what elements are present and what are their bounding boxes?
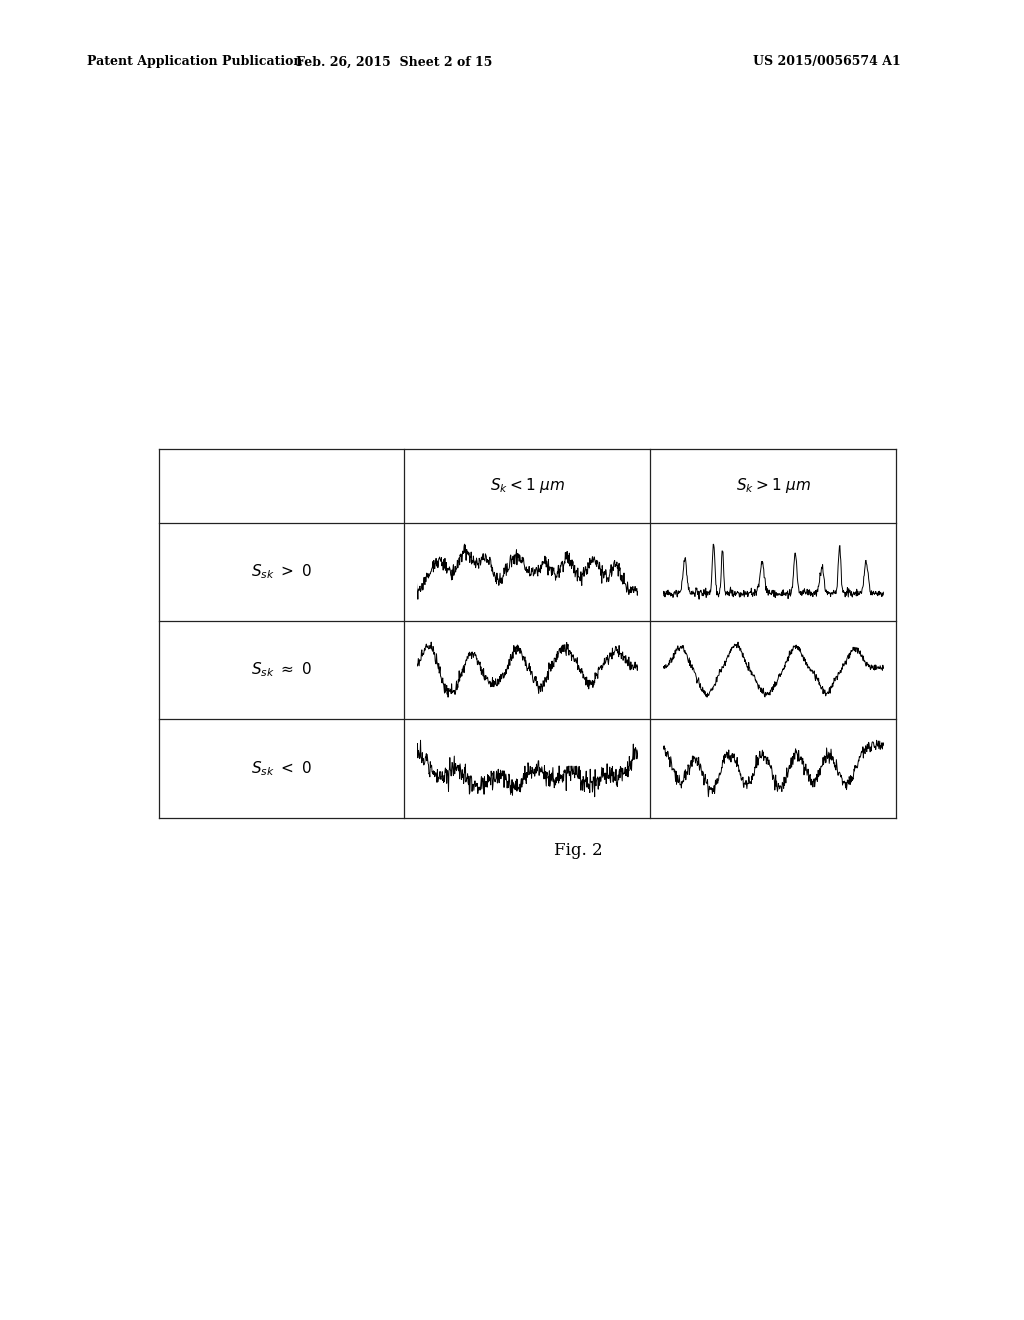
Text: $S_k < 1\ \mu m$: $S_k < 1\ \mu m$ [489,477,565,495]
Text: Feb. 26, 2015  Sheet 2 of 15: Feb. 26, 2015 Sheet 2 of 15 [296,55,493,69]
Text: US 2015/0056574 A1: US 2015/0056574 A1 [753,55,900,69]
Text: Fig. 2: Fig. 2 [554,842,603,859]
Text: $S_{sk}\ \approx\ 0$: $S_{sk}\ \approx\ 0$ [251,660,312,678]
Text: $S_k > 1\ \mu m$: $S_k > 1\ \mu m$ [735,477,811,495]
Text: $S_{sk}\ >\ 0$: $S_{sk}\ >\ 0$ [251,562,312,581]
Text: Patent Application Publication: Patent Application Publication [87,55,302,69]
Text: $S_{sk}\ <\ 0$: $S_{sk}\ <\ 0$ [251,759,312,777]
